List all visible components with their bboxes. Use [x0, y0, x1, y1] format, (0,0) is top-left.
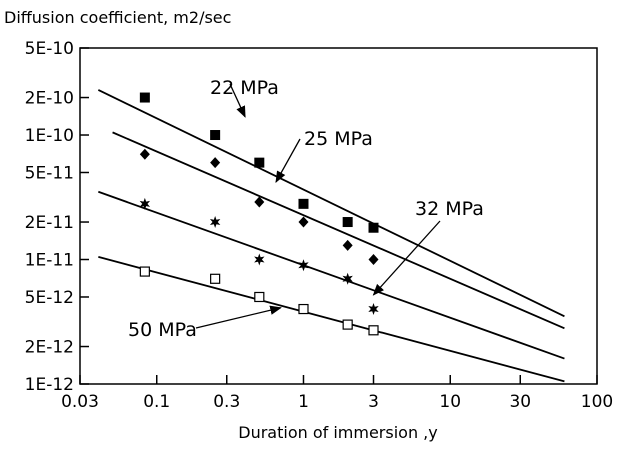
data-point [139, 197, 151, 210]
series-label: 32 MPa [415, 198, 484, 220]
data-points [139, 92, 379, 336]
x-tick-label: 10 [439, 392, 461, 412]
annotations: 22 MPa 25 MPa 32 MPa 50 MPa [128, 77, 484, 341]
x-ticks: 0.03 0.1 0.3 1 3 10 30 100 [61, 375, 613, 412]
fit-line [97, 89, 565, 318]
data-point [298, 216, 309, 228]
data-point [298, 259, 309, 272]
x-tick-label: 1 [298, 392, 309, 412]
y-tick-label: 2E-10 [25, 89, 74, 109]
data-point [368, 325, 379, 336]
y-tick-label: 1E-12 [25, 375, 74, 395]
y-axis-title: Diffusion coefficient, m2/sec [4, 8, 231, 27]
annotation-arrow [372, 220, 441, 296]
series-label: 22 MPa [210, 77, 279, 99]
fit-lines [97, 89, 565, 383]
data-point [254, 253, 265, 266]
y-tick-label: 5E-12 [25, 288, 74, 308]
data-point [210, 273, 221, 284]
data-point [210, 130, 221, 141]
x-tick-label: 100 [581, 392, 613, 412]
data-point [210, 157, 221, 169]
fit-line [98, 256, 565, 383]
data-point [298, 303, 309, 315]
data-point [368, 303, 379, 316]
y-tick-label: 2E-12 [25, 338, 74, 358]
data-point [139, 148, 150, 160]
fit-line [98, 190, 565, 360]
data-point [254, 291, 265, 303]
y-tick-label: 5E-10 [25, 39, 74, 59]
data-point [209, 216, 221, 229]
annotation-arrow [229, 83, 246, 118]
plot-frame [79, 47, 598, 385]
x-tick-label: 0.1 [143, 392, 170, 412]
x-tick-label: 0.03 [61, 392, 99, 412]
fit-line [112, 131, 565, 330]
series-label: 50 MPa [128, 319, 197, 341]
x-tick-label: 30 [509, 392, 531, 412]
data-point [342, 217, 353, 228]
data-point [342, 239, 353, 251]
data-point [368, 254, 379, 266]
y-tick-label: 5E-11 [25, 163, 74, 183]
data-point [254, 157, 265, 168]
x-tick-label: 0.3 [213, 392, 240, 412]
y-tick-label: 1E-10 [25, 126, 74, 146]
x-axis-title: Duration of immersion ,y [238, 423, 437, 442]
data-point [342, 319, 353, 330]
data-point [254, 196, 265, 208]
y-tick-label: 2E-11 [25, 213, 74, 233]
series-label: 25 MPa [304, 128, 373, 150]
data-point [298, 198, 309, 209]
y-ticks: 5E-10 2E-10 1E-10 5E-11 2E-11 1E-11 5E-12 2E-12… [25, 39, 89, 395]
data-point [139, 92, 150, 103]
annotation-arrow [195, 305, 282, 329]
y-tick-label: 1E-11 [25, 251, 74, 271]
data-point [139, 266, 150, 277]
data-point [368, 222, 379, 233]
data-point [342, 272, 353, 285]
annotation-arrow [275, 138, 301, 183]
x-tick-label: 3 [368, 392, 379, 412]
